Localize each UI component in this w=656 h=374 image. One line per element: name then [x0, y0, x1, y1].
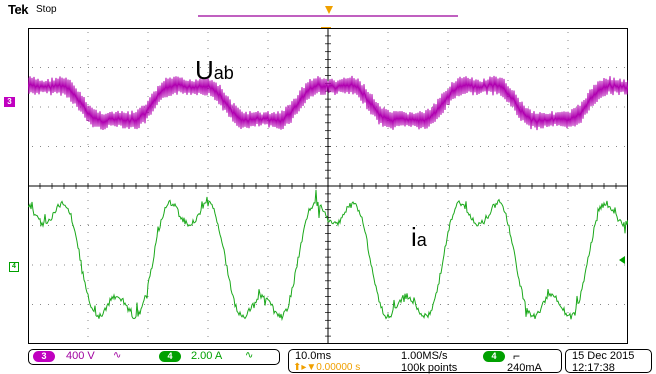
waveform-display	[28, 28, 628, 344]
channel-readout[interactable]: 3 400 V ∿ 4 2.00 A ∿	[28, 349, 280, 365]
sample-rate: 1.00MS/s	[401, 350, 448, 362]
ch4-waveform	[28, 189, 628, 322]
ch4-ground-marker[interactable]: 4	[9, 262, 19, 272]
trigger-source-badge: 4	[483, 351, 505, 362]
record-view-bar	[198, 15, 458, 17]
horizontal-readout[interactable]: 10.0ms ⬆▸▼0.00000 s 1.00MS/s 100k points…	[288, 349, 562, 374]
ch4-bandwidth-icon: ∿	[245, 350, 254, 361]
brand-logo: Tek	[8, 2, 28, 17]
ch3-waveform	[28, 75, 628, 131]
trigger-level: 240mA	[507, 362, 542, 374]
trigger-position: ⬆▸▼0.00000 s	[293, 362, 361, 373]
ch4-waveform-label: ia	[411, 222, 427, 252]
ch3-scale: 400 V	[66, 350, 95, 362]
date-time-readout: 15 Dec 2015 12:17:38	[565, 349, 652, 374]
ch3-badge: 3	[33, 351, 55, 362]
date: 15 Dec 2015	[572, 350, 635, 362]
trigger-position-icon[interactable]	[325, 6, 333, 14]
time: 12:17:38	[572, 362, 615, 374]
ch3-waveform-label: Uab	[195, 55, 234, 85]
ch4-badge: 4	[159, 351, 181, 362]
trigger-slope-icon: ⌐	[513, 349, 521, 363]
timebase: 10.0ms	[295, 350, 332, 362]
acquisition-state: Stop	[36, 4, 57, 15]
record-length: 100k points	[401, 362, 458, 374]
graticule	[28, 28, 628, 344]
ch4-scale: 2.00 A	[191, 350, 223, 362]
ch3-ground-marker[interactable]: 3	[4, 97, 15, 107]
trigger-level-marker[interactable]	[619, 256, 625, 264]
ch3-bandwidth-icon: ∿	[113, 350, 122, 361]
